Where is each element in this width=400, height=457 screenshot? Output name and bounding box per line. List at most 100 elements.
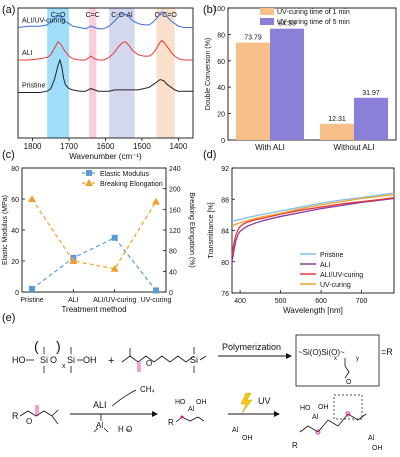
oh-label: OH — [242, 435, 253, 442]
crosslinked-chain — [299, 413, 367, 433]
data-point-square — [111, 234, 118, 241]
y-tick-label: 88 — [221, 197, 229, 204]
y-right-tick-label: 240 — [169, 166, 181, 173]
polymerization-label: Polymerization — [222, 342, 281, 352]
r-group: R — [12, 411, 19, 421]
subscript-x: x — [334, 356, 337, 362]
panel-label-d: (d) — [203, 149, 216, 161]
y-tick-label: 0 — [221, 138, 225, 145]
panel-label-b: (b) — [203, 4, 216, 16]
x-category-label: Pristine — [20, 297, 43, 304]
bond — [103, 427, 109, 433]
panel-label-c: (c) — [2, 149, 15, 161]
y-axis-title: Transmittance [%] — [208, 202, 215, 258]
bracket-left: ( — [34, 338, 39, 354]
water-label: H O — [118, 425, 132, 434]
ch4-label: CH₄ — [140, 385, 155, 394]
reaction-scheme: HO ( Si O ) x Si OH + O Si Polymerizatio… — [12, 334, 393, 452]
oh-label: OH — [318, 404, 329, 411]
bar-with-ali — [236, 42, 270, 140]
x-category-label: ALI/UV-curing — [93, 297, 136, 304]
o-highlight — [345, 411, 351, 417]
o-atom: O — [346, 379, 352, 386]
data-point-triangle — [110, 264, 119, 272]
x-tick-label: 1700 — [60, 142, 78, 151]
al-atom: Al — [232, 427, 239, 434]
arrowhead — [274, 411, 280, 417]
series-line-ali-uv-curing — [17, 11, 193, 30]
series-label: Pristine — [22, 83, 45, 90]
equals-r: =R — [381, 347, 393, 357]
ali-label: ALI — [93, 400, 107, 410]
x-tick-label: 1400 — [170, 142, 188, 151]
legend-label: Pristine — [320, 252, 343, 259]
x-category-label: With ALI — [255, 143, 285, 152]
product-polymer: ~Si(O)Si(O)~ — [298, 348, 345, 357]
bar-without-ali — [320, 123, 354, 140]
mechanical-properties-chart: 0 20 40 60 80 0 40 80 120 160 200 240 Elastic Modulu… — [2, 166, 195, 314]
legend-marker — [86, 170, 92, 176]
band-label: C-O-Al — [111, 12, 133, 19]
y-tick-label: 84 — [221, 229, 229, 236]
bar-value-label: 73.79 — [244, 35, 262, 42]
x-axis-title: Wavenumber (cm⁻¹) — [69, 152, 142, 161]
o-atom: O — [146, 359, 152, 368]
x-axis-title: Treatment method — [61, 305, 126, 314]
arrowhead — [152, 411, 158, 417]
uv-lightning-icon — [240, 392, 253, 414]
band-label: C=C — [86, 12, 100, 19]
o-atom: O — [26, 417, 32, 426]
x-tick-label: 400 — [234, 298, 246, 305]
crosslink-box — [333, 394, 363, 420]
arrowhead — [286, 353, 292, 359]
panel-label-a: (a) — [2, 4, 15, 16]
oh-label: OH — [372, 445, 383, 452]
pendant-chain — [344, 358, 350, 379]
legend-label: UV-curing — [320, 282, 351, 289]
legend-label: ALI/UV-curing — [320, 272, 363, 279]
al-atom: Al — [368, 435, 375, 442]
bracket-right: ) — [56, 338, 61, 354]
legend-swatch — [260, 8, 274, 15]
legend-label: UV-curing time of 1 min — [277, 9, 350, 16]
double-conversion-bar-chart: 0 20 40 60 80 100 Double Conversion (%) 73.79 84… — [205, 6, 397, 152]
y-tick-label: 60 — [11, 197, 19, 204]
x-category-label: Without ALI — [334, 143, 375, 152]
x-tick-label: 500 — [275, 298, 287, 305]
y-right-tick-label: 80 — [169, 249, 177, 256]
reactant1-ho: HO — [12, 355, 26, 365]
y-tick-label: 0 — [15, 290, 19, 297]
y-tick-label: 100 — [213, 6, 225, 13]
y-tick-label: 80 — [11, 166, 19, 173]
o-highlight — [315, 429, 321, 435]
monomer-backbone — [121, 355, 195, 363]
y-tick-label: 20 — [11, 259, 19, 266]
bar-without-ali — [354, 97, 388, 140]
y-tick-label: 60 — [217, 59, 225, 66]
legend-label: UV-curing time of 5 min — [277, 19, 350, 26]
uv-label: UV — [258, 396, 271, 406]
legend-marker — [85, 179, 93, 186]
y-tick-label: 40 — [11, 228, 19, 235]
data-point-triangle — [69, 257, 78, 264]
y-right-tick-label: 40 — [169, 269, 177, 276]
x-axis-title: Wavelength [nm] — [283, 306, 343, 315]
o-highlight — [180, 415, 184, 419]
ho-label: HO — [300, 405, 311, 412]
band-oco — [156, 8, 175, 138]
series-line — [31, 198, 157, 270]
subscript-x: x — [62, 363, 66, 370]
y-tick-label: 80 — [221, 260, 229, 267]
reactant1-oh: OH — [83, 355, 97, 365]
bond — [93, 427, 99, 433]
si-atom: Si — [67, 355, 75, 365]
y-tick-label: 20 — [217, 112, 225, 119]
y-right-tick-label: 200 — [169, 187, 181, 194]
y-axis-title: Double Conversion (%) — [205, 38, 212, 110]
series-line-pristine — [18, 58, 193, 93]
legend-label: ALI — [320, 262, 331, 269]
y-right-axis-title: Breaking Elongation (%) — [188, 192, 195, 268]
data-point-square — [29, 285, 35, 292]
